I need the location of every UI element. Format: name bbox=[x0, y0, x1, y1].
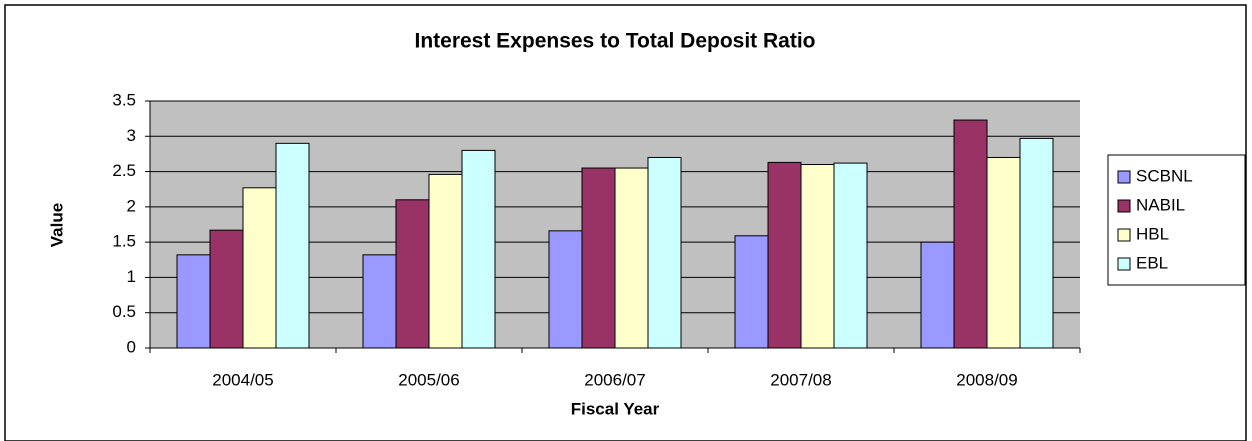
y-tick-label: 1.5 bbox=[112, 232, 136, 251]
legend-swatch bbox=[1117, 170, 1131, 184]
y-tick-label: 2.5 bbox=[112, 161, 136, 180]
bar bbox=[242, 187, 277, 349]
bar bbox=[275, 142, 310, 349]
x-axis-title: Fiscal Year bbox=[571, 399, 660, 418]
y-axis-title: Value bbox=[47, 203, 66, 247]
bar bbox=[581, 167, 616, 349]
legend-swatch bbox=[1117, 228, 1131, 242]
bar bbox=[1019, 137, 1054, 349]
legend-label: EBL bbox=[1136, 253, 1168, 272]
y-tick-label: 1 bbox=[127, 267, 136, 286]
legend-swatch bbox=[1117, 199, 1131, 213]
bar bbox=[428, 173, 463, 349]
bar bbox=[767, 161, 802, 349]
x-tick-label: 2006/07 bbox=[584, 370, 645, 389]
bar bbox=[734, 235, 769, 349]
x-tick-label: 2005/06 bbox=[398, 370, 459, 389]
x-tick-label: 2008/09 bbox=[956, 370, 1017, 389]
bar bbox=[800, 164, 835, 349]
x-tick-label: 2004/05 bbox=[212, 370, 273, 389]
bar bbox=[176, 254, 211, 349]
y-tick-label: 2 bbox=[127, 196, 136, 215]
bar bbox=[362, 254, 397, 349]
bar bbox=[833, 162, 868, 349]
y-tick-label: 3 bbox=[127, 126, 136, 145]
legend-box bbox=[1107, 154, 1246, 286]
bar bbox=[614, 167, 649, 349]
bar bbox=[548, 230, 583, 349]
y-tick-label: 3.5 bbox=[112, 90, 136, 109]
chart-title: Interest Expenses to Total Deposit Ratio bbox=[414, 30, 815, 53]
bar bbox=[209, 229, 244, 349]
bar bbox=[461, 149, 496, 349]
bar bbox=[953, 119, 988, 349]
legend-label: SCBNL bbox=[1136, 166, 1193, 185]
bar bbox=[647, 156, 682, 349]
y-tick-label: 0 bbox=[127, 337, 136, 356]
legend-label: HBL bbox=[1136, 224, 1169, 243]
bar bbox=[920, 241, 955, 349]
bar bbox=[395, 199, 430, 349]
legend-label: NABIL bbox=[1136, 195, 1185, 214]
x-tick-label: 2007/08 bbox=[770, 370, 831, 389]
legend-swatch bbox=[1117, 257, 1131, 271]
y-tick-label: 0.5 bbox=[112, 302, 136, 321]
bar bbox=[986, 156, 1021, 349]
